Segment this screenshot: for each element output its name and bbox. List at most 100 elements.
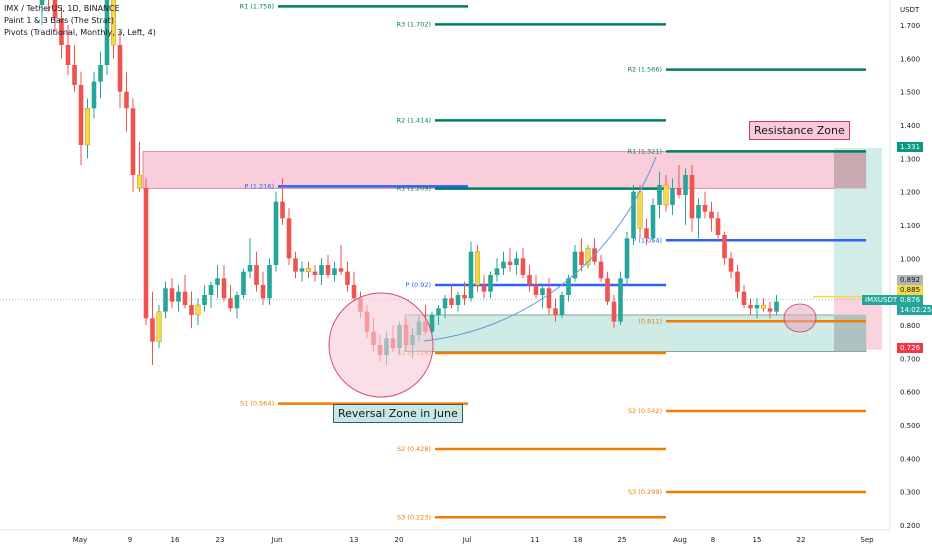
candle <box>325 254 331 279</box>
candle <box>774 294 779 315</box>
symbol-title[interactable]: IMX / TetherUS, 1D, BINANCE <box>4 4 120 13</box>
position-overlap-resistance <box>834 151 866 189</box>
candle <box>312 264 318 282</box>
pivot-label: R1 (1.209) <box>397 185 431 193</box>
candle <box>605 271 610 305</box>
candle-body <box>59 18 64 45</box>
time-axis: May 9 16 23 Jun 13 20 Jul 11 18 25 Aug 8 15 22 Sep <box>0 529 890 544</box>
candle-body <box>345 271 350 285</box>
price-tick-label: 0.600 <box>900 389 920 397</box>
candle-body <box>442 298 448 309</box>
candle <box>689 164 695 232</box>
time-tick-label: 16 <box>171 536 180 544</box>
price-tick-label: 0.800 <box>900 322 920 330</box>
candle-body <box>585 248 591 266</box>
candle-body <box>481 284 487 292</box>
time-tick-label: 8 <box>711 536 715 544</box>
candle <box>293 251 298 279</box>
candle <box>572 244 578 282</box>
candle <box>618 271 623 325</box>
candle-body <box>163 288 168 312</box>
candle <box>540 284 545 309</box>
candle <box>462 281 467 305</box>
price-tick-label: 1.700 <box>900 22 920 30</box>
candle <box>84 98 91 159</box>
time-tick-label: 20 <box>395 536 404 544</box>
price-tick-label: 1.500 <box>900 89 920 97</box>
candle-body <box>215 278 220 285</box>
indicator-pivots-label[interactable]: Pivots (Traditional, Monthly, 3, Left, 4… <box>4 28 156 37</box>
candle-body <box>754 304 760 309</box>
chart-legend: IMX / TetherUS, 1D, BINANCE Paint 1 & 3 … <box>4 3 156 39</box>
candle-body <box>260 284 266 299</box>
candle-body <box>650 204 656 239</box>
candle <box>124 71 129 132</box>
candle <box>247 238 253 279</box>
candle-body <box>644 228 649 239</box>
resistance-zone <box>142 151 867 189</box>
candle <box>228 284 233 312</box>
candle <box>520 248 526 279</box>
candle-body <box>130 108 136 175</box>
pivot-label: P (1.216) <box>244 182 274 190</box>
candle-body <box>84 108 91 146</box>
candle <box>501 251 506 275</box>
candle-body <box>280 201 285 219</box>
candle-body <box>546 288 552 309</box>
candle-body <box>117 44 123 92</box>
candle-body <box>254 264 259 285</box>
candle <box>514 251 519 275</box>
candle-body <box>598 261 604 279</box>
candle-body <box>468 251 474 299</box>
time-tick-label: Jun <box>271 536 283 544</box>
indicator-strat-label[interactable]: Paint 1 & 3 Bars (The Strat) <box>4 16 114 25</box>
candle-body <box>728 258 734 272</box>
candle <box>110 0 117 59</box>
candle <box>260 271 266 305</box>
candle-body <box>429 314 435 332</box>
candle-body <box>169 288 175 302</box>
candle-body <box>312 271 318 275</box>
candle-body <box>176 291 181 302</box>
candle-body <box>319 264 324 275</box>
candle <box>449 284 454 309</box>
candle <box>488 271 493 299</box>
candle-body <box>221 278 227 299</box>
candle-body <box>488 274 493 292</box>
candle <box>241 268 246 299</box>
pivot-label: S2 (0.542) <box>628 407 662 415</box>
candle-body <box>293 258 298 272</box>
time-tick-label: 11 <box>531 536 540 544</box>
candle <box>637 184 643 239</box>
candle <box>676 164 682 199</box>
candle <box>735 264 740 299</box>
price-tick-label: 1.000 <box>900 255 920 263</box>
candle <box>631 184 636 245</box>
candle-body <box>474 251 481 286</box>
candle <box>579 238 584 272</box>
candle <box>585 244 591 269</box>
price-tick-label: 0.500 <box>900 422 920 430</box>
candle <box>332 261 337 282</box>
reversal-zone-callout[interactable]: Reversal Zone in June <box>333 404 463 423</box>
candle-body <box>618 278 623 322</box>
candle <box>696 198 701 239</box>
candle-body <box>624 238 630 279</box>
candle-body <box>696 204 701 219</box>
candle-body <box>501 261 506 269</box>
candle <box>234 291 240 319</box>
candle-body <box>520 258 526 275</box>
candle <box>748 298 753 315</box>
candle <box>208 281 214 309</box>
resistance-zone-callout[interactable]: Resistance Zone <box>749 121 850 140</box>
zones-layer <box>0 147 890 352</box>
candle-body <box>748 304 753 309</box>
candle <box>351 271 357 302</box>
time-tick-label: Sep <box>860 536 874 544</box>
candle <box>754 298 760 319</box>
candle <box>163 281 168 319</box>
candle-body <box>572 251 578 279</box>
candle-body <box>195 304 201 316</box>
